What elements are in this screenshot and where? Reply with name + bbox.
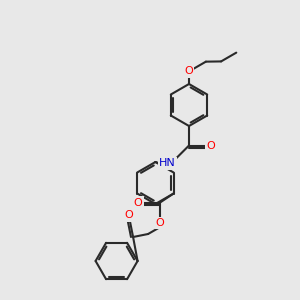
- Text: O: O: [156, 218, 164, 228]
- Text: O: O: [134, 197, 142, 208]
- Text: O: O: [124, 210, 133, 220]
- Text: HN: HN: [159, 158, 176, 169]
- Text: O: O: [206, 140, 215, 151]
- Text: O: O: [184, 66, 194, 76]
